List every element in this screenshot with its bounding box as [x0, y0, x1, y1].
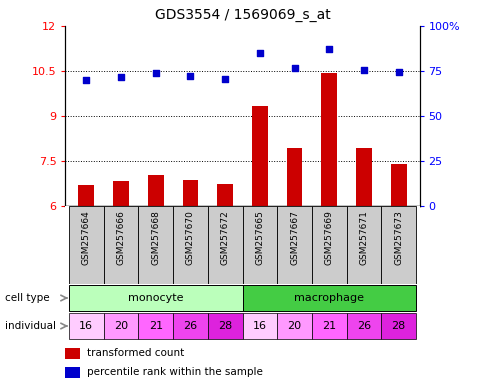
Point	[117, 74, 125, 80]
FancyBboxPatch shape	[173, 206, 207, 284]
FancyBboxPatch shape	[346, 313, 380, 339]
Text: 21: 21	[321, 321, 335, 331]
Point	[325, 46, 333, 53]
Text: cell type: cell type	[5, 293, 49, 303]
Text: 21: 21	[149, 321, 163, 331]
Text: GSM257671: GSM257671	[359, 210, 368, 265]
Text: GSM257670: GSM257670	[185, 210, 195, 265]
Text: 20: 20	[287, 321, 301, 331]
Text: GSM257664: GSM257664	[82, 210, 91, 265]
Point	[394, 69, 402, 75]
Text: monocyte: monocyte	[128, 293, 183, 303]
FancyBboxPatch shape	[277, 313, 311, 339]
Text: 16: 16	[252, 321, 266, 331]
FancyBboxPatch shape	[242, 206, 277, 284]
Text: 28: 28	[391, 321, 405, 331]
Text: GSM257668: GSM257668	[151, 210, 160, 265]
Text: transformed count: transformed count	[87, 348, 183, 358]
Text: 26: 26	[356, 321, 370, 331]
FancyBboxPatch shape	[311, 313, 346, 339]
FancyBboxPatch shape	[104, 206, 138, 284]
FancyBboxPatch shape	[311, 206, 346, 284]
Text: percentile rank within the sample: percentile rank within the sample	[87, 367, 262, 377]
Text: GSM257669: GSM257669	[324, 210, 333, 265]
Point	[151, 70, 159, 76]
Point	[186, 73, 194, 79]
Bar	[182, 180, 198, 206]
Point	[256, 50, 263, 56]
Bar	[113, 181, 129, 206]
FancyBboxPatch shape	[173, 313, 207, 339]
FancyBboxPatch shape	[346, 206, 380, 284]
FancyBboxPatch shape	[138, 313, 173, 339]
FancyBboxPatch shape	[69, 285, 242, 311]
Bar	[65, 348, 79, 359]
Title: GDS3554 / 1569069_s_at: GDS3554 / 1569069_s_at	[154, 8, 330, 22]
Text: individual: individual	[5, 321, 56, 331]
Text: macrophage: macrophage	[294, 293, 363, 303]
Bar	[252, 106, 267, 206]
FancyBboxPatch shape	[207, 313, 242, 339]
FancyBboxPatch shape	[69, 313, 104, 339]
FancyBboxPatch shape	[207, 206, 242, 284]
Bar	[390, 164, 406, 206]
FancyBboxPatch shape	[242, 313, 277, 339]
Text: 16: 16	[79, 321, 93, 331]
FancyBboxPatch shape	[277, 206, 311, 284]
Text: 20: 20	[114, 321, 128, 331]
Bar	[148, 175, 163, 206]
Bar	[355, 147, 371, 206]
FancyBboxPatch shape	[242, 285, 415, 311]
Text: 26: 26	[183, 321, 197, 331]
FancyBboxPatch shape	[380, 206, 415, 284]
Bar	[321, 73, 336, 206]
Point	[82, 77, 90, 83]
Bar	[286, 147, 302, 206]
FancyBboxPatch shape	[104, 313, 138, 339]
Bar	[217, 184, 232, 206]
FancyBboxPatch shape	[69, 206, 104, 284]
Text: GSM257665: GSM257665	[255, 210, 264, 265]
Point	[221, 76, 228, 83]
FancyBboxPatch shape	[138, 206, 173, 284]
Text: GSM257672: GSM257672	[220, 210, 229, 265]
Point	[290, 65, 298, 71]
Point	[359, 66, 367, 73]
Bar	[78, 185, 94, 206]
Text: GSM257666: GSM257666	[116, 210, 125, 265]
Text: GSM257673: GSM257673	[393, 210, 402, 265]
Bar	[65, 367, 79, 378]
Text: GSM257667: GSM257667	[289, 210, 299, 265]
FancyBboxPatch shape	[380, 313, 415, 339]
Text: 28: 28	[218, 321, 232, 331]
